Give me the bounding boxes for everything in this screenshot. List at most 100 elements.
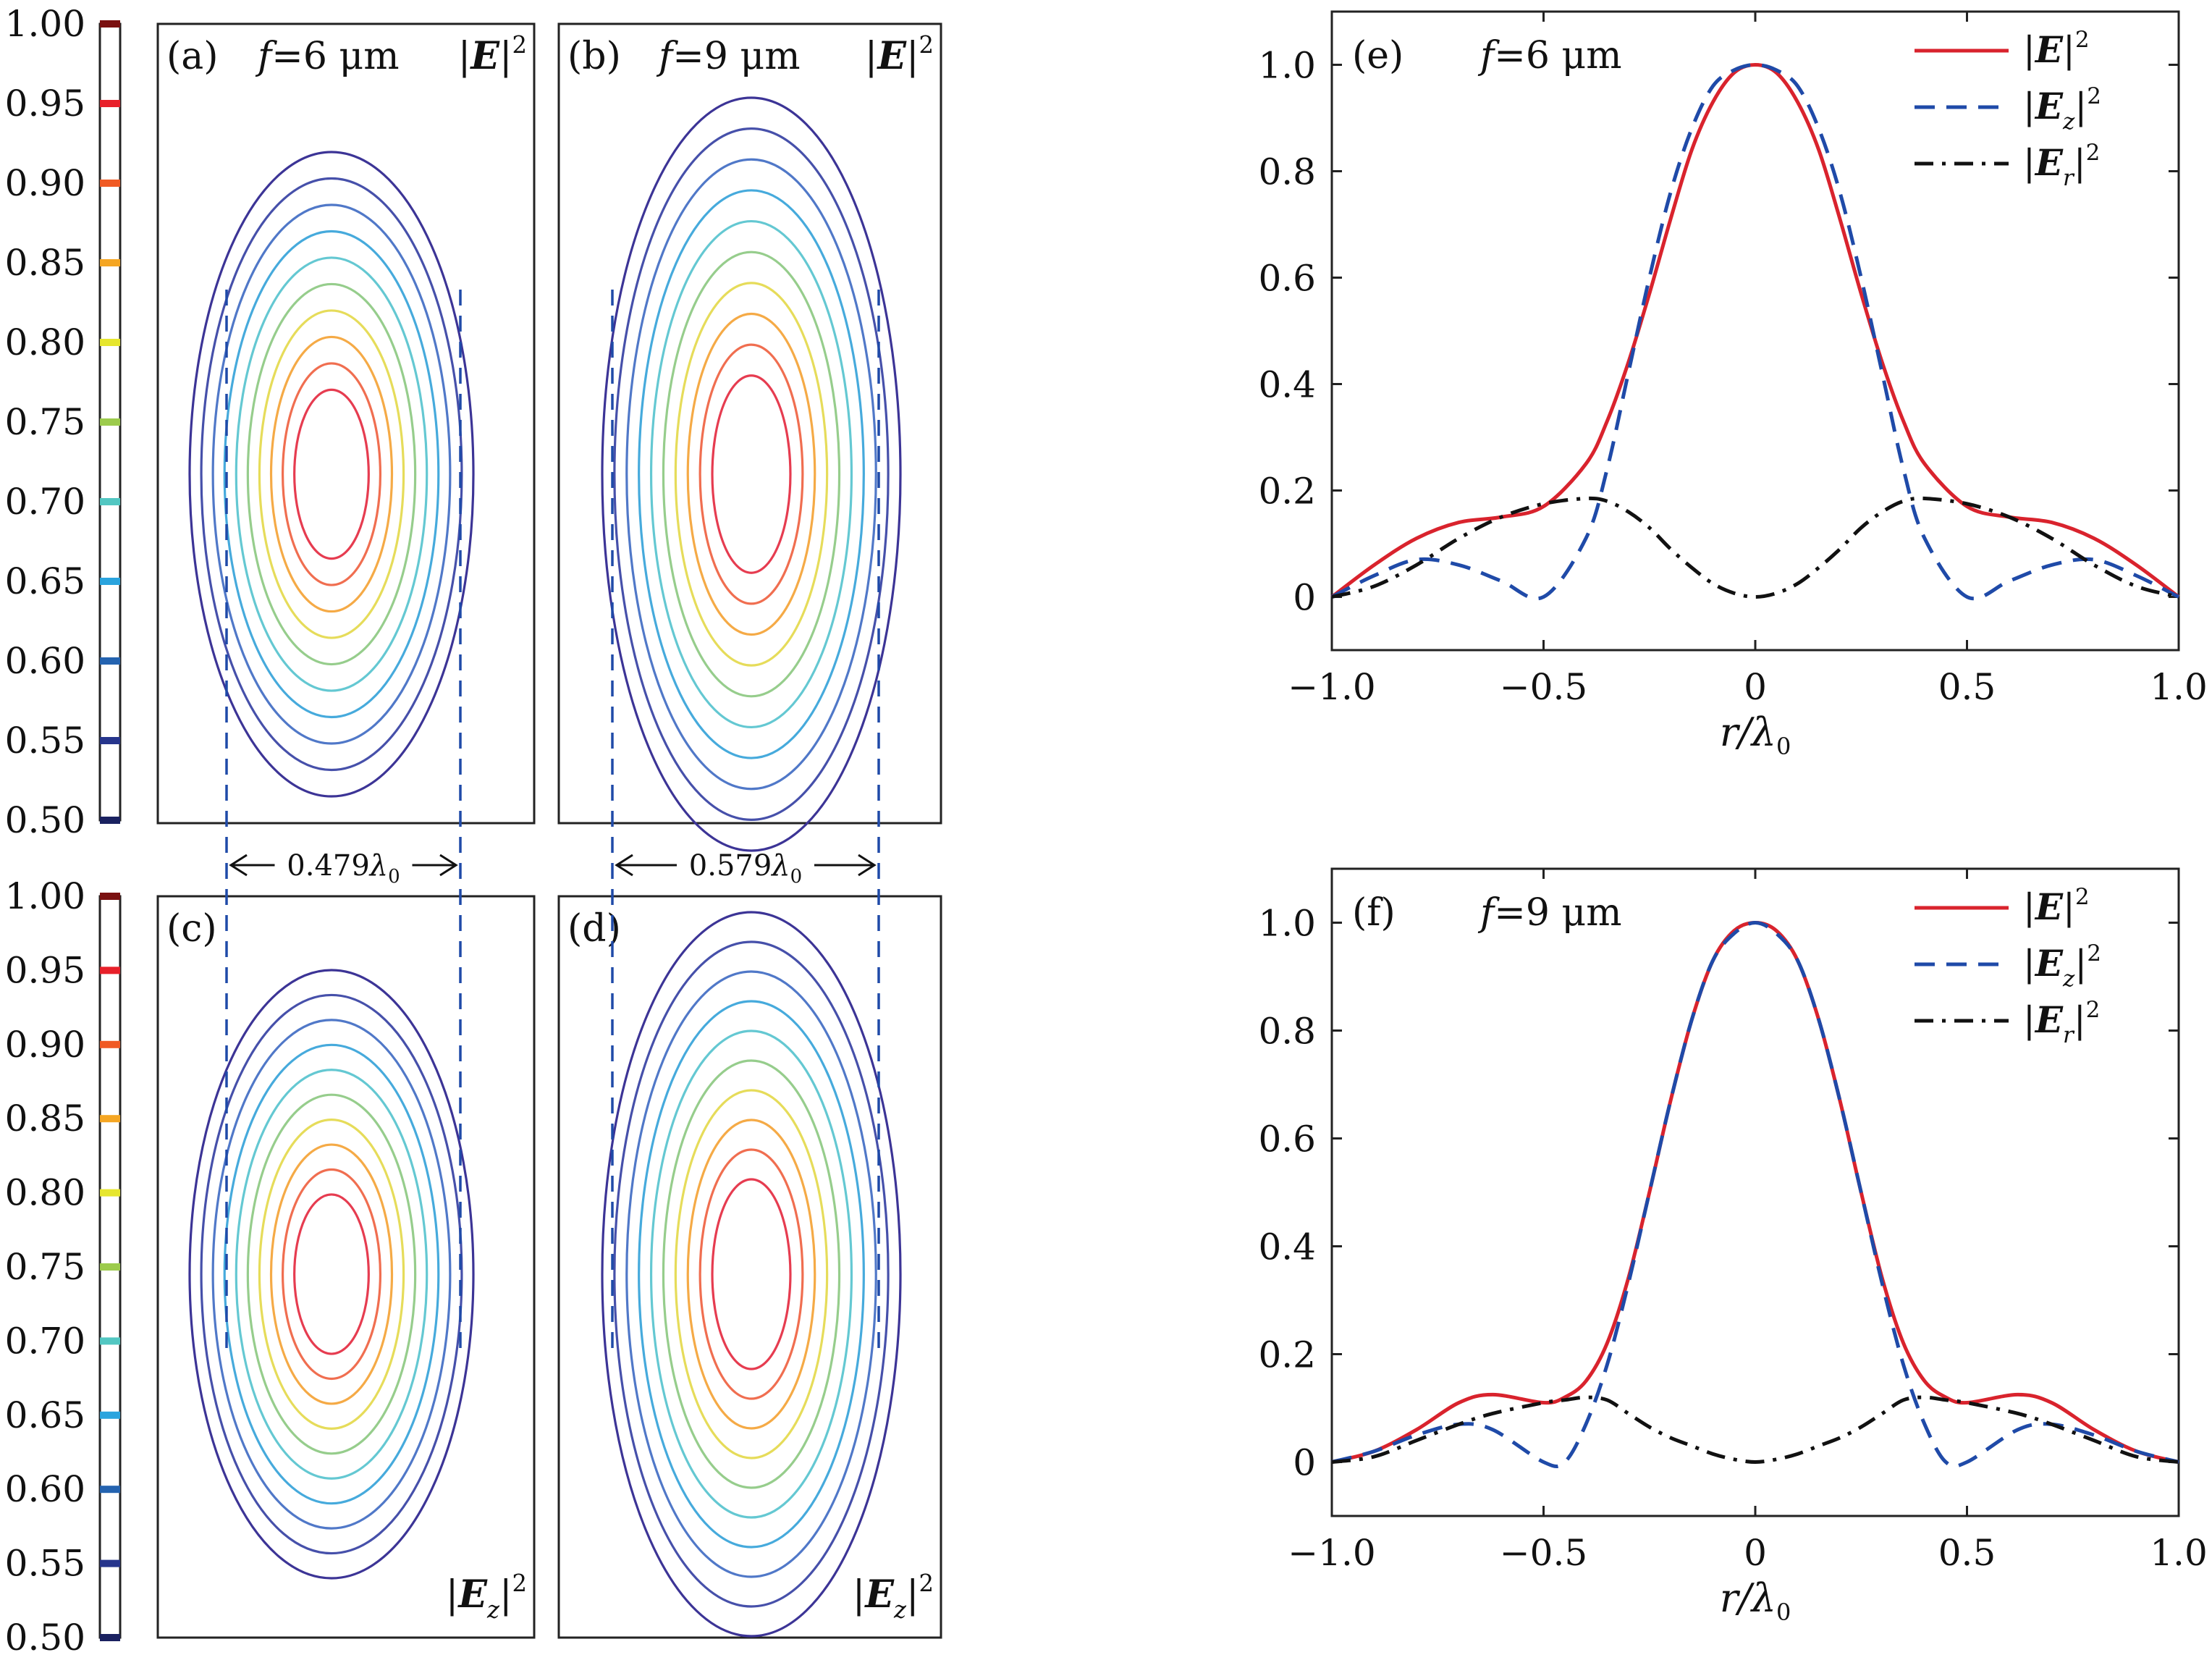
x-axis-label: r/λ0	[1720, 1575, 1791, 1626]
colorbar-swatch	[100, 1115, 120, 1123]
contour-line	[258, 1119, 405, 1430]
contour-line	[188, 151, 475, 798]
contour-line	[601, 96, 902, 852]
contour-line	[686, 312, 816, 636]
colorbar-tick-label: 0.65	[5, 560, 85, 602]
colorbar-tick-label: 0.85	[5, 242, 85, 284]
contour-line	[293, 388, 370, 560]
contour-line	[613, 940, 890, 1608]
contour-line	[235, 256, 429, 692]
colorbar-swatch	[100, 1559, 120, 1567]
contour-line	[258, 309, 405, 639]
colorbar-swatch	[100, 1411, 120, 1419]
contour-line	[188, 969, 475, 1580]
contour-line	[293, 1193, 370, 1355]
colorbar-tick-label: 0.70	[5, 481, 85, 523]
field-label: |E|2	[865, 31, 934, 78]
colorbar-swatch	[100, 418, 120, 426]
colorbar-swatch	[100, 1040, 120, 1048]
y-tick-label: 0.8	[1258, 1011, 1316, 1053]
y-tick-label: 1.0	[1258, 903, 1316, 945]
contour-line	[625, 970, 877, 1578]
field-label: |Ez|2	[853, 1570, 934, 1623]
panel-label: (b)	[567, 35, 621, 78]
colorbar-swatch	[100, 737, 120, 744]
contour-line	[711, 374, 792, 574]
contour-line	[601, 911, 902, 1638]
legend-entry: |Er|2	[2023, 140, 2100, 191]
colorbar-swatch	[100, 1634, 120, 1641]
contour-line	[211, 1019, 452, 1530]
x-tick-label: −0.5	[1500, 1532, 1587, 1574]
width-marker-1: 0.579λ0	[611, 290, 880, 1354]
colorbar-swatch	[100, 1189, 120, 1197]
colorbar-swatch	[100, 259, 120, 266]
contour-line	[211, 203, 452, 745]
x-tick-label: 1.0	[2150, 1532, 2208, 1574]
contour-line	[246, 1093, 417, 1455]
y-tick-label: 0.2	[1258, 471, 1316, 513]
line-chart-0: −1.0 −0.5 0 0.5 1.0 0 0.2 0.4 0.6 0.8 1.0 r/λ0 (e) f=…	[1258, 10, 2208, 760]
contour-line	[269, 335, 394, 613]
contour-line	[638, 189, 865, 759]
colorbar-tick-label: 0.60	[5, 1468, 85, 1510]
field-label: |Ez|2	[446, 1570, 527, 1623]
arrow-head	[229, 854, 248, 877]
panel-frame	[557, 22, 942, 825]
contour-line	[698, 343, 804, 605]
contour-line	[223, 229, 440, 719]
x-tick-label: −1.0	[1288, 666, 1375, 708]
contour-panel-a: (a) f=6 μm	[156, 22, 536, 825]
colorbar-swatch	[100, 498, 120, 505]
colorbar-top: 1.00 0.95 0.90 0.85 0.80 0.75 0.70 0.65 0.60 0.55…	[5, 3, 122, 841]
y-tick-label: 0.6	[1258, 258, 1316, 300]
legend-entry: |E|2	[2023, 27, 2090, 71]
panel-frame	[557, 895, 942, 1639]
contour-line	[269, 1143, 394, 1405]
x-tick-label: −0.5	[1500, 666, 1587, 708]
contour-line	[686, 1119, 816, 1430]
colorbar-swatch	[100, 578, 120, 585]
x-tick-label: 0	[1744, 666, 1767, 708]
panel-label: (f)	[1352, 891, 1396, 935]
focal-length-label: f=6 μm	[1477, 34, 1622, 77]
panel-frame	[156, 895, 536, 1639]
series-line-1	[1331, 921, 2179, 1469]
colorbar-tick-label: 0.80	[5, 321, 85, 363]
colorbar-swatch	[100, 1337, 120, 1345]
x-tick-label: 0	[1744, 1532, 1767, 1574]
colorbar-swatch	[100, 1486, 120, 1494]
colorbar-swatch	[100, 180, 120, 187]
contour-panel-b: (b) f=9 μm	[557, 22, 942, 852]
focal-length-label: f=9 μm	[656, 35, 801, 78]
y-tick-label: 0	[1293, 1442, 1316, 1484]
colorbar-swatch	[100, 20, 120, 28]
series-line-2	[1331, 1395, 2179, 1464]
contour-line	[674, 282, 829, 667]
contour-line	[281, 1168, 382, 1381]
colorbar-tick-label: 0.50	[5, 1617, 85, 1659]
colorbar-swatch	[100, 657, 120, 665]
colorbar-tick-label: 0.50	[5, 799, 85, 841]
contour-line	[649, 219, 853, 729]
y-tick-label: 0	[1293, 577, 1316, 619]
contour-line	[223, 1043, 440, 1505]
x-tick-label: 0.5	[1938, 666, 1996, 708]
contour-line	[711, 1178, 792, 1370]
panel-frame	[156, 22, 536, 825]
contour-line	[200, 993, 463, 1555]
colorbar-swatch	[100, 817, 120, 824]
y-tick-label: 1.0	[1258, 45, 1316, 87]
contour-line	[674, 1089, 829, 1460]
contour-line	[662, 250, 841, 698]
y-tick-label: 0.4	[1258, 364, 1316, 406]
colorbar-swatch	[100, 966, 120, 974]
colorbar-tick-label: 0.55	[5, 720, 85, 762]
colorbar-tick-label: 0.95	[5, 83, 85, 125]
series-line-2	[1331, 496, 2179, 599]
colorbar-tick-label: 1.00	[5, 3, 85, 45]
contour-line	[625, 158, 877, 791]
series-line-1	[1330, 63, 2180, 601]
x-tick-label: 0.5	[1938, 1532, 1996, 1574]
